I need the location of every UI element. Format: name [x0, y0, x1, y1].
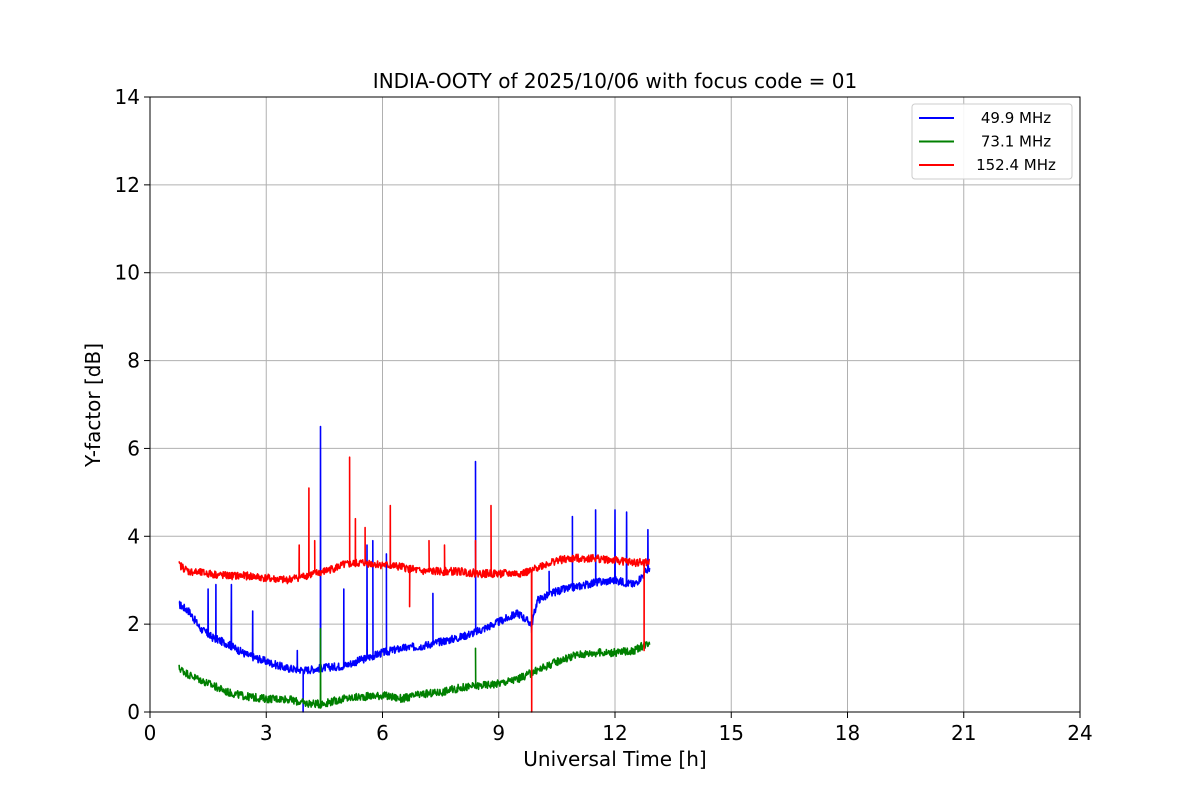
y-tick-label: 12: [115, 173, 140, 197]
x-tick-label: 21: [951, 721, 976, 745]
y-tick-label: 0: [127, 700, 140, 724]
y-tick-label: 2: [127, 612, 140, 636]
x-tick-label: 9: [492, 721, 505, 745]
x-tick-label: 24: [1067, 721, 1092, 745]
series-lines: [178, 425, 651, 713]
y-tick-label: 8: [127, 349, 140, 373]
x-tick-label: 12: [602, 721, 627, 745]
x-axis-label: Universal Time [h]: [523, 747, 706, 771]
legend-box: [911, 103, 1073, 180]
chart-title: INDIA-OOTY of 2025/10/06 with focus code…: [373, 69, 857, 93]
series-line-3: [178, 456, 651, 713]
series-line-1: [178, 425, 651, 713]
x-tick-label: 6: [376, 721, 389, 745]
y-tick-label: 10: [115, 261, 140, 285]
legend: 49.9 MHz 73.1 MHz 152.4 MHz: [911, 103, 1073, 180]
y-tick-label: 14: [115, 85, 140, 109]
y-tick-label: 6: [127, 436, 140, 460]
legend-label-2: 73.1 MHz: [981, 133, 1051, 151]
x-tick-label: 18: [835, 721, 860, 745]
y-axis-label: Y-factor [dB]: [81, 343, 105, 468]
x-tick-label: 0: [144, 721, 157, 745]
series-line-2: [178, 627, 651, 709]
x-tick-label: 15: [719, 721, 744, 745]
legend-label-1: 49.9 MHz: [981, 109, 1051, 127]
y-tick-label: 4: [127, 524, 140, 548]
x-tick-label: 3: [260, 721, 273, 745]
legend-label-3: 152.4 MHz: [976, 156, 1056, 174]
